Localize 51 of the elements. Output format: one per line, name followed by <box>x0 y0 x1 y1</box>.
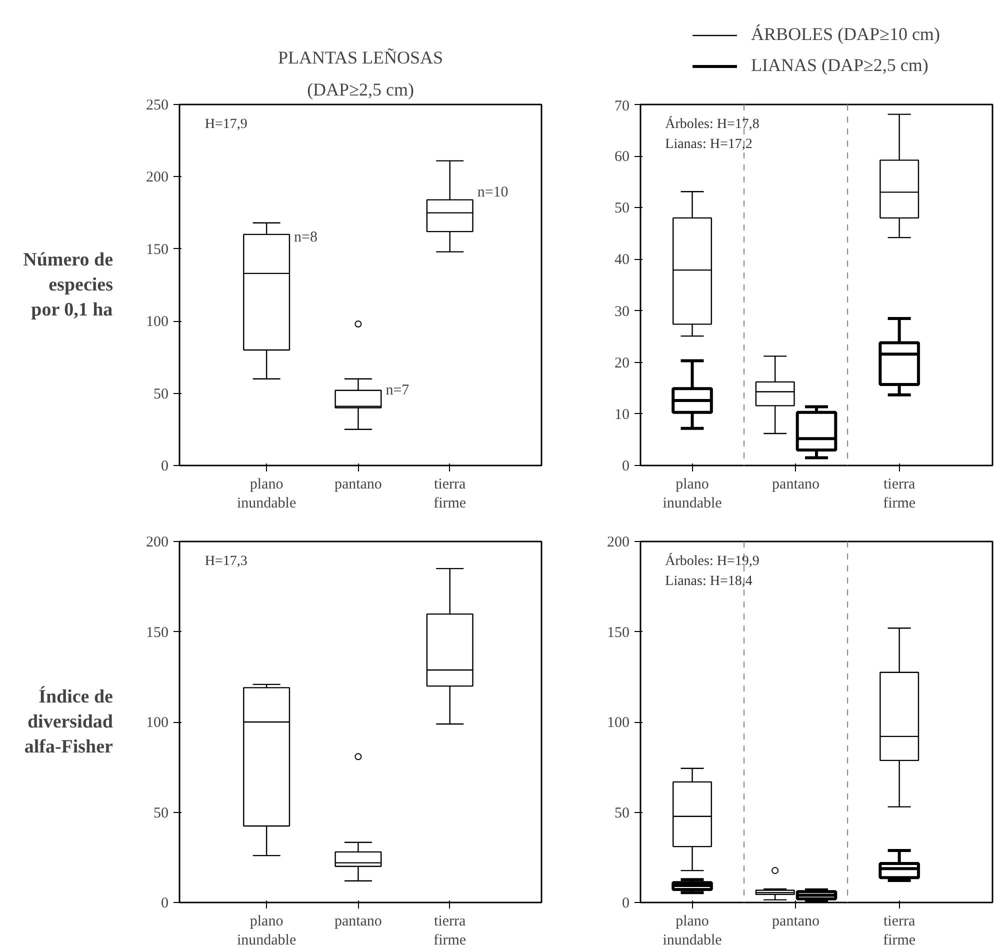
x-tick-label: pantano <box>334 914 382 930</box>
y-tick-label: 150 <box>607 624 630 641</box>
annotation: H=17,9 <box>204 117 248 132</box>
y-tick-label: 200 <box>607 534 630 550</box>
x-tick-label: tierra firme <box>883 476 916 512</box>
y-tick-label: 10 <box>614 406 630 423</box>
x-tick-label: pantano <box>334 476 382 492</box>
y-tick-label: 70 <box>614 98 630 114</box>
y-tick-label: 100 <box>607 715 630 731</box>
y-tick-label: 0 <box>622 896 630 912</box>
x-tick-label: tierra firme <box>883 914 916 949</box>
annotation: Lianas: H=17,2 <box>665 136 752 152</box>
y-tick-label: 20 <box>614 355 630 372</box>
annotation: n=8 <box>294 229 318 246</box>
y-tick-label: 0 <box>622 458 630 474</box>
y-tick-label: 0 <box>161 458 168 474</box>
x-tick-label: plano inundable <box>662 476 722 512</box>
legend-label: ÁRBOLES (DAP≥10 cm) <box>751 24 940 45</box>
y-tick-label: 100 <box>146 715 168 731</box>
y-tick-label: 30 <box>614 304 630 320</box>
y-tick-label: 250 <box>146 98 168 114</box>
annotation: H=17,3 <box>204 554 248 570</box>
x-tick-label: pantano <box>772 914 820 930</box>
x-tick-label: plano inundable <box>662 914 722 949</box>
annotation: Árboles: H=17,8 <box>665 115 760 132</box>
x-tick-label: pantano <box>772 476 820 492</box>
annotation: Árboles: H=19,9 <box>665 552 760 570</box>
y-axis-title: Índice de diversidad alfa-Fisher <box>24 685 114 758</box>
x-tick-label: plano inundable <box>236 476 296 512</box>
y-tick-label: 50 <box>614 200 630 217</box>
y-tick-label: 150 <box>146 242 168 258</box>
y-tick-label: 40 <box>614 252 630 268</box>
x-tick-label: plano inundable <box>236 914 296 949</box>
legend-label: LIANAS (DAP≥2,5 cm) <box>751 55 928 76</box>
y-tick-label: 60 <box>614 149 630 166</box>
y-tick-label: 200 <box>146 534 168 550</box>
annotation: Lianas: H=18,4 <box>665 574 752 589</box>
chart-subtitle: (DAP≥2,5 cm) <box>307 80 414 100</box>
y-tick-label: 150 <box>146 624 168 641</box>
y-tick-label: 100 <box>146 314 168 330</box>
x-tick-label: tierra firme <box>434 476 466 512</box>
y-tick-label: 50 <box>154 805 168 822</box>
chart-title: PLANTAS LEÑOSAS <box>278 48 444 68</box>
y-tick-label: 50 <box>614 805 630 822</box>
annotation: n=10 <box>477 184 508 201</box>
annotation: n=7 <box>386 382 410 398</box>
y-axis-title: Número de especies por 0,1 ha <box>23 249 114 321</box>
y-tick-label: 50 <box>154 386 168 402</box>
y-tick-label: 0 <box>161 896 168 912</box>
y-tick-label: 200 <box>146 170 168 186</box>
x-tick-label: tierra firme <box>434 914 466 949</box>
